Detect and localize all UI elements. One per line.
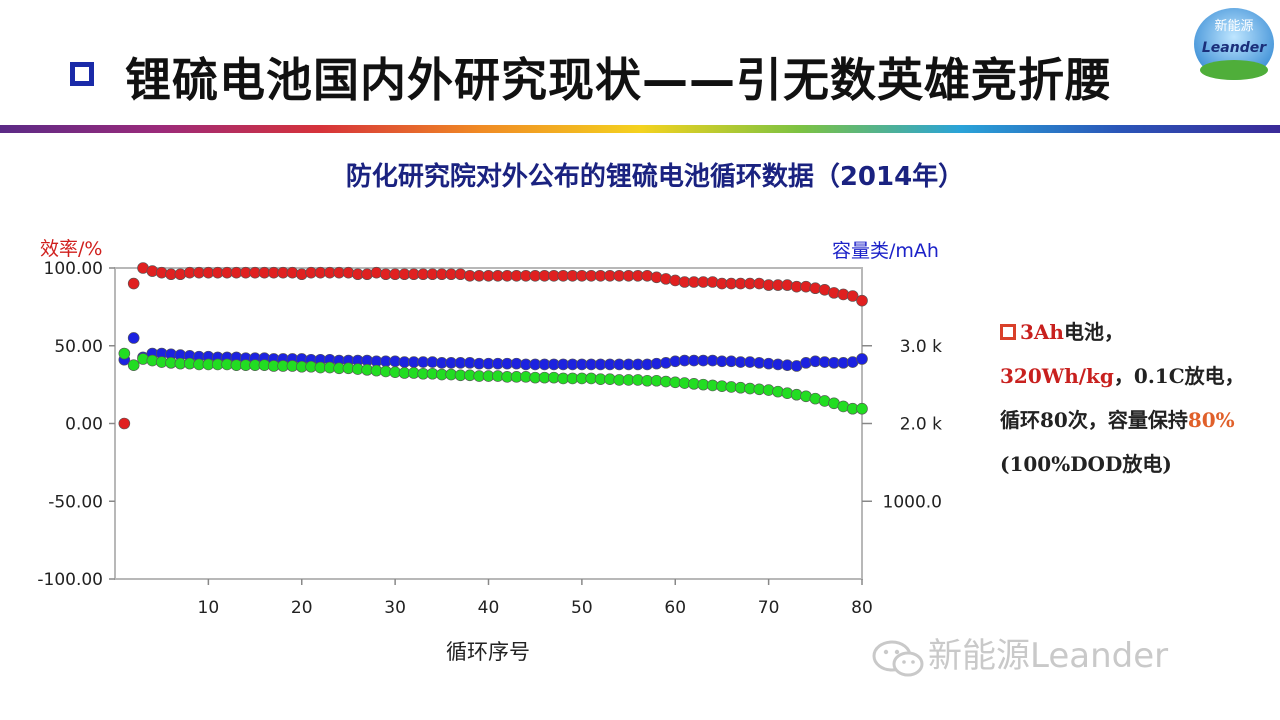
series-1-point — [856, 353, 868, 365]
svg-text:Leander: Leander — [1202, 40, 1267, 56]
series-2-point — [118, 347, 131, 360]
title-bullet-icon — [70, 62, 94, 86]
right-axis-label: 容量类/mAh — [832, 240, 939, 262]
note-bullet-icon — [1000, 324, 1016, 340]
right-tick-label: 1000.0 — [883, 492, 942, 512]
left-tick-label: 0.00 — [65, 415, 103, 435]
note-text-3: (100%DOD放电) — [1000, 452, 1172, 476]
watermark-text: 新能源Leander — [928, 636, 1169, 676]
left-tick-label: -100.00 — [37, 570, 103, 590]
note-capacity: 3Ah — [1020, 320, 1064, 344]
x-tick-label: 20 — [291, 598, 313, 618]
x-tick-label: 80 — [851, 598, 873, 618]
svg-text:新能源: 新能源 — [1214, 18, 1253, 34]
series-0-point — [856, 294, 868, 307]
note-energy-density: 320Wh/kg — [1000, 364, 1114, 388]
note-text-2: ，0.1C放电，循环80次，容量保持 — [1000, 364, 1245, 432]
x-axis-label: 循环序号 — [446, 640, 530, 664]
cycle-chart: 100.00 50.00 0.00 -50.00 -100.00 3.0 k 2.0 k 10… — [37, 238, 942, 664]
watermark: 新能源Leander — [870, 628, 1168, 678]
left-tick-label: -50.00 — [48, 492, 103, 512]
left-tick-label: 100.00 — [44, 259, 103, 279]
right-tick-label: 3.0 k — [900, 337, 942, 357]
series-2-point — [127, 359, 140, 371]
series-0-point — [846, 290, 859, 302]
x-tick-label: 30 — [384, 598, 406, 618]
series-0-point — [127, 277, 140, 290]
series-1-point — [127, 332, 140, 344]
title-divider — [0, 125, 1280, 133]
x-tick-label: 10 — [198, 598, 220, 618]
left-axis-label: 效率/% — [40, 238, 102, 260]
x-tick-label: 50 — [571, 598, 593, 618]
x-tick-label: 40 — [478, 598, 500, 618]
right-tick-label: 2.0 k — [900, 415, 942, 435]
plot-frame — [114, 267, 863, 580]
x-tick-label: 70 — [758, 598, 780, 618]
series-0-point — [118, 417, 131, 430]
note-retention: 80% — [1187, 408, 1235, 432]
left-tick-label: 50.00 — [54, 337, 103, 357]
chart-subtitle: 防化研究院对外公布的锂硫电池循环数据（2014年） — [345, 162, 965, 192]
side-note: 3Ah电池， 320Wh/kg，0.1C放电，循环80次，容量保持80% (10… — [1000, 310, 1248, 486]
page-title: 锂硫电池国内外研究现状——引无数英雄竞折腰 — [125, 53, 1112, 107]
x-tick-label: 60 — [664, 598, 686, 618]
note-text-1: 电池， — [1063, 320, 1124, 344]
series-2-point — [856, 402, 868, 415]
wechat-icon — [872, 640, 924, 676]
leander-logo-icon: 新能源 Leander — [1194, 8, 1274, 80]
